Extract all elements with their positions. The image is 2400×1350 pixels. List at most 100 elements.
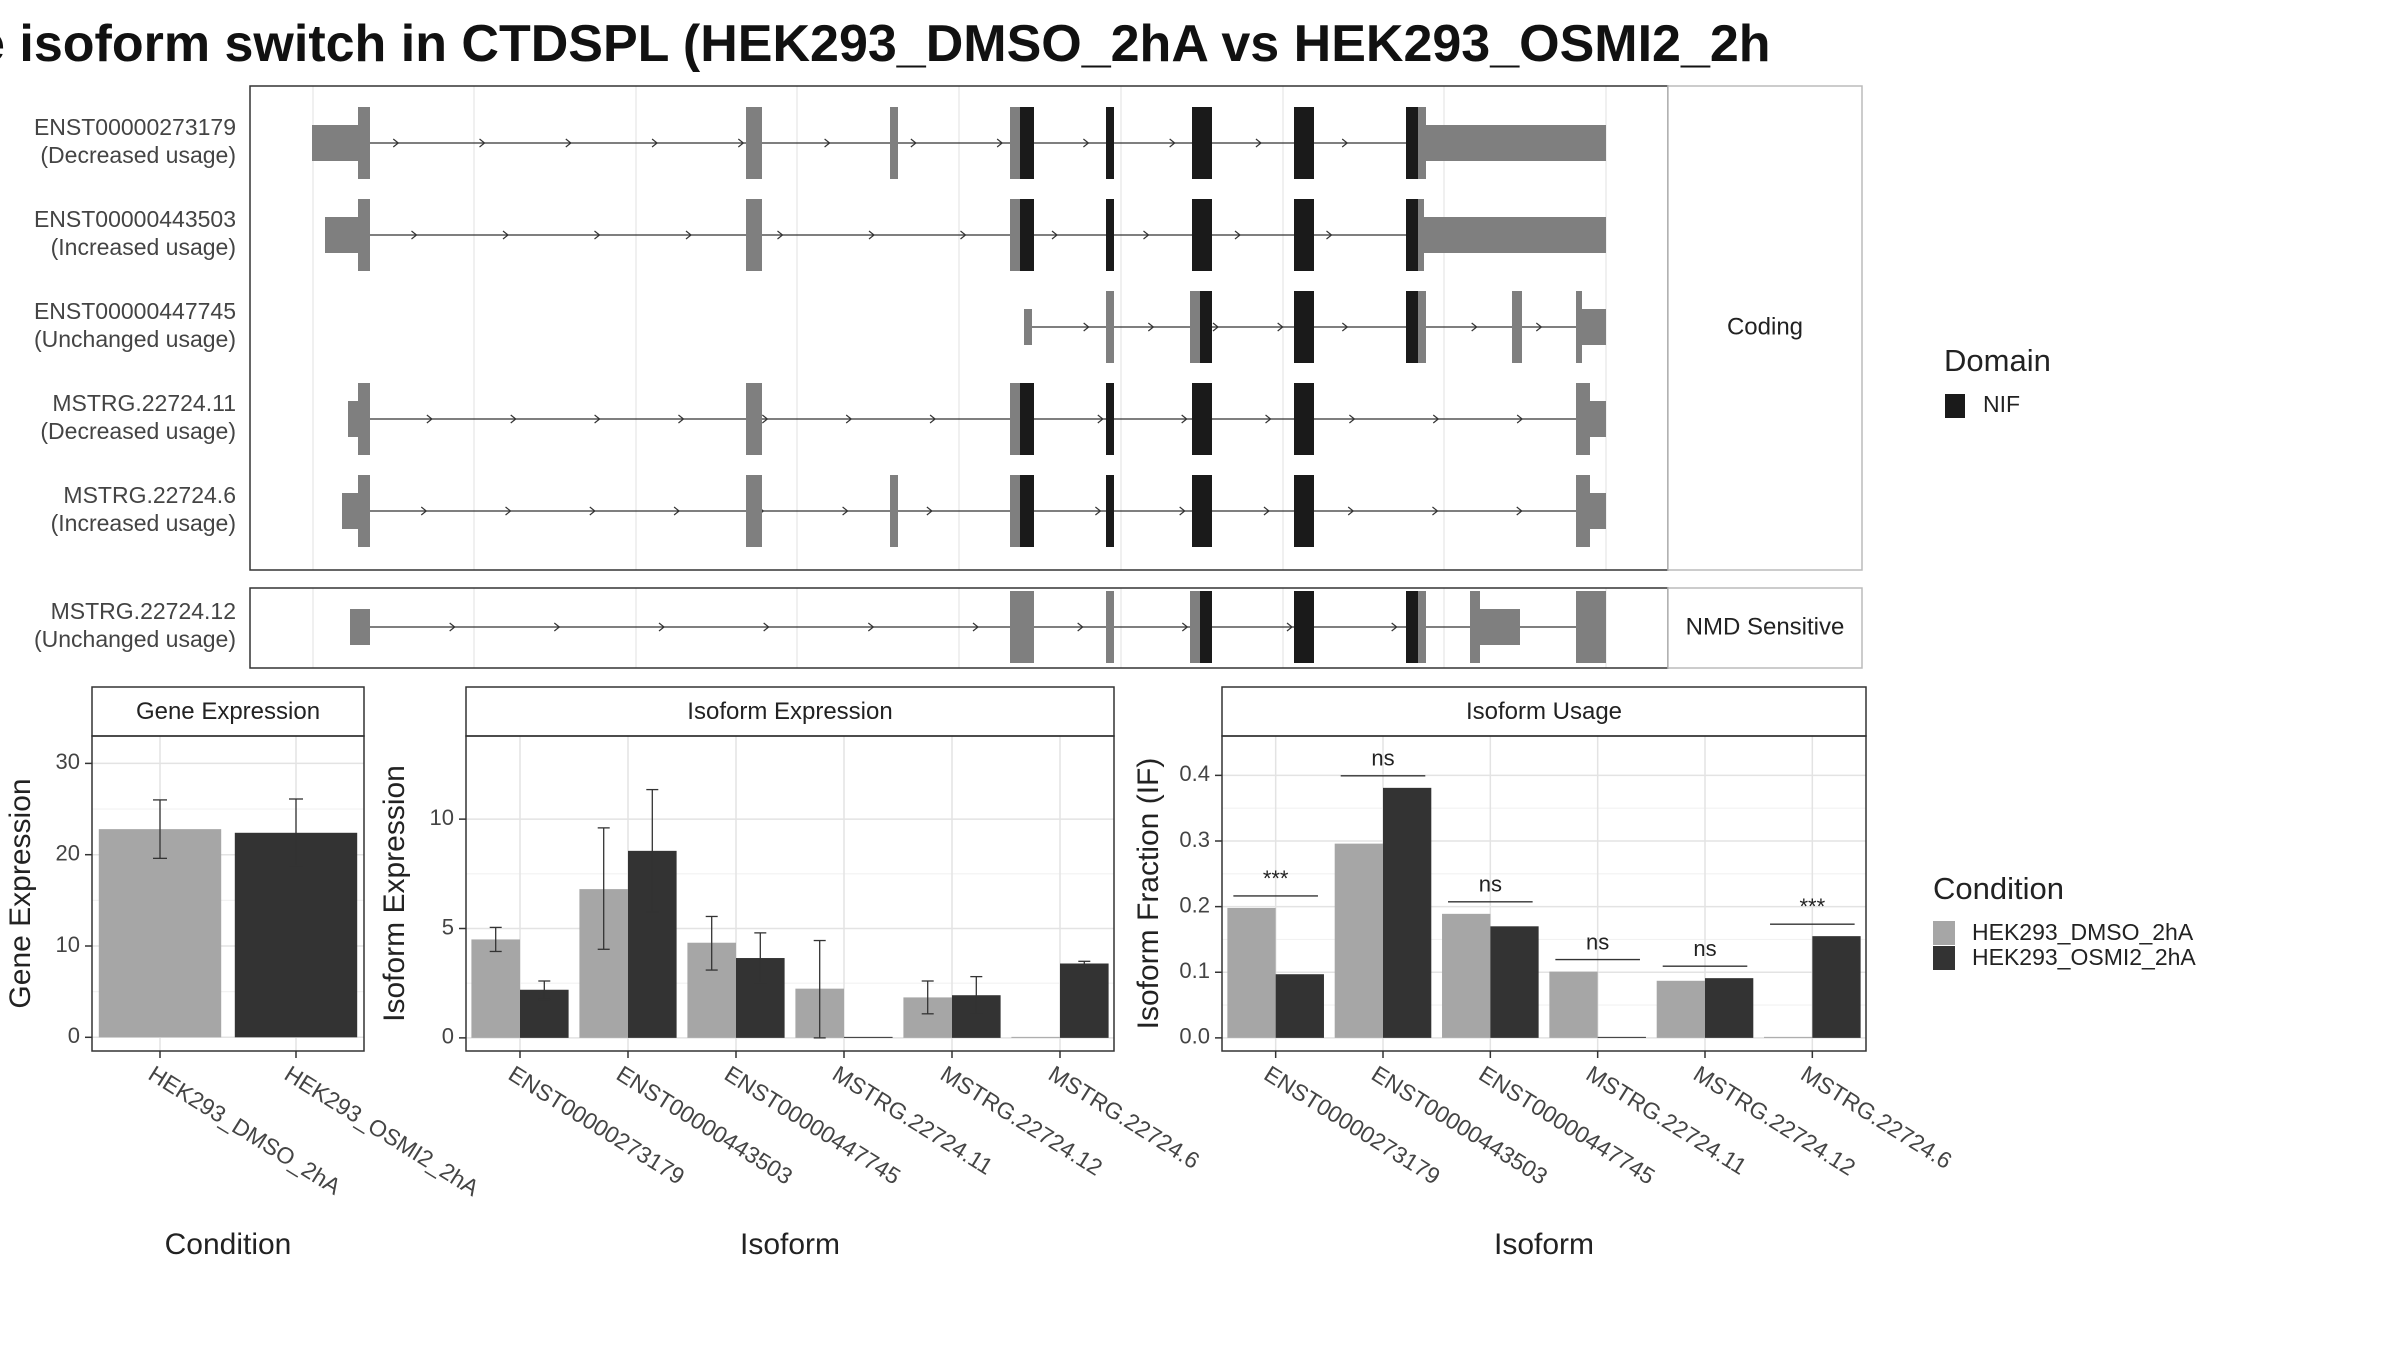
marks-layer xyxy=(98,107,1965,1039)
domain-exon xyxy=(1200,291,1212,363)
utr-exon xyxy=(1024,309,1032,345)
intron-direction-arrow xyxy=(658,622,665,632)
domain-exon xyxy=(1406,107,1418,179)
coding-exon xyxy=(1010,107,1020,179)
coding-exon xyxy=(1106,291,1114,363)
coding-exon xyxy=(1418,107,1426,179)
intron-direction-arrow xyxy=(505,506,512,516)
bar xyxy=(1656,980,1705,1038)
intron-direction-arrow xyxy=(1181,414,1188,424)
y-tick-label: 0 xyxy=(442,1024,454,1049)
domain-exon xyxy=(1294,383,1314,455)
intron-direction-arrow xyxy=(449,622,456,632)
intron-direction-arrow xyxy=(1181,622,1189,632)
significance-label: ns xyxy=(1371,746,1394,771)
coding-exon xyxy=(890,475,898,547)
intron-direction-arrow xyxy=(510,414,517,424)
utr-exon xyxy=(1424,217,1606,253)
significance-label: ns xyxy=(1586,929,1609,954)
condition-legend-label: HEK293_DMSO_2hA xyxy=(1972,919,2194,945)
domain-exon xyxy=(1106,475,1114,547)
coding-exon xyxy=(1010,591,1034,663)
domain-exon xyxy=(1106,107,1114,179)
utr-exon xyxy=(350,609,370,645)
bar xyxy=(471,939,520,1038)
intron-direction-arrow xyxy=(1432,414,1440,424)
x-axis-label: Isoform xyxy=(1494,1228,1594,1261)
intron-direction-arrow xyxy=(1516,414,1524,424)
panel-plot-border xyxy=(1221,735,1867,1052)
bar xyxy=(1764,1036,1813,1038)
coding-exon xyxy=(746,107,762,179)
transcript-label-id: MSTRG.22724.12 xyxy=(51,598,236,624)
y-tick-label: 0.4 xyxy=(1179,761,1210,786)
intron-direction-arrow xyxy=(678,414,685,424)
panel-plot-border xyxy=(91,735,365,1052)
transcript-label-status: (Increased usage) xyxy=(51,510,236,536)
domain-legend-label: NIF xyxy=(1983,391,2020,417)
coding-exon xyxy=(1010,199,1020,271)
domain-exon xyxy=(1294,107,1314,179)
intron-direction-arrow xyxy=(929,414,937,424)
domain-exon xyxy=(1020,199,1034,271)
utr-exon xyxy=(1426,125,1606,161)
intron-direction-arrow xyxy=(845,414,853,424)
intron-direction-arrow xyxy=(777,230,784,240)
panel-title: Gene Expression xyxy=(136,698,320,725)
intron-direction-arrow xyxy=(1391,622,1398,632)
x-tick-label: ENST00000447745 xyxy=(720,1060,905,1189)
coding-exon xyxy=(746,383,762,455)
y-tick-label: 0.0 xyxy=(1179,1024,1210,1049)
domain-exon xyxy=(1294,199,1314,271)
y-tick-label: 10 xyxy=(56,932,80,957)
intron-direction-arrow xyxy=(763,622,770,632)
utr-exon xyxy=(1590,493,1606,529)
intron-direction-arrow xyxy=(1341,138,1349,148)
transcript-label-id: MSTRG.22724.6 xyxy=(63,482,236,508)
y-tick-label: 30 xyxy=(56,749,80,774)
intron-direction-arrow xyxy=(392,138,400,148)
utr-exon xyxy=(1480,609,1520,645)
intron-direction-arrow xyxy=(996,138,1004,148)
intron-direction-arrow xyxy=(1432,506,1439,516)
intron-direction-arrow xyxy=(1083,138,1090,148)
x-tick-label: ENST00000447745 xyxy=(1474,1060,1659,1189)
bar xyxy=(98,829,222,1038)
coding-exon xyxy=(1576,291,1582,363)
domain-exon xyxy=(1200,591,1212,663)
intron-direction-arrow xyxy=(824,138,831,148)
transcript-label-id: MSTRG.22724.11 xyxy=(52,390,236,416)
panel-title-strip xyxy=(465,686,1115,737)
intron-direction-arrow xyxy=(1326,230,1333,240)
bar xyxy=(1334,843,1383,1038)
coding-exon xyxy=(358,383,370,455)
bar xyxy=(844,1036,893,1038)
bar xyxy=(1490,926,1539,1038)
bar xyxy=(1227,907,1276,1038)
intron-direction-arrow xyxy=(565,138,572,148)
facet-strip-label: Coding xyxy=(1727,313,1803,340)
panel-plot-border xyxy=(465,735,1115,1052)
domain-exon xyxy=(1192,199,1212,271)
intron-direction-arrow xyxy=(1516,506,1523,516)
coding-exon xyxy=(358,107,370,179)
intron-direction-arrow xyxy=(1097,414,1104,424)
significance-label: ns xyxy=(1693,936,1716,961)
intron-direction-arrow xyxy=(1535,322,1543,332)
coding-exon xyxy=(1418,199,1424,271)
intron-direction-arrow xyxy=(1265,414,1272,424)
intron-direction-arrow xyxy=(411,230,418,240)
bar xyxy=(1442,913,1491,1038)
intron-direction-arrow xyxy=(1095,506,1102,516)
intron-direction-arrow xyxy=(589,506,596,516)
intron-direction-arrow xyxy=(651,138,659,148)
intron-direction-arrow xyxy=(737,138,745,148)
intron-direction-arrow xyxy=(1143,230,1150,240)
domain-exon xyxy=(1020,383,1034,455)
domain-legend-title: Domain xyxy=(1944,343,2051,378)
facet-strip xyxy=(1667,85,1863,571)
x-axis-label: Condition xyxy=(165,1228,292,1261)
significance-label: *** xyxy=(1263,866,1289,891)
intron-direction-arrow xyxy=(1077,622,1084,632)
coding-exon xyxy=(358,199,370,271)
